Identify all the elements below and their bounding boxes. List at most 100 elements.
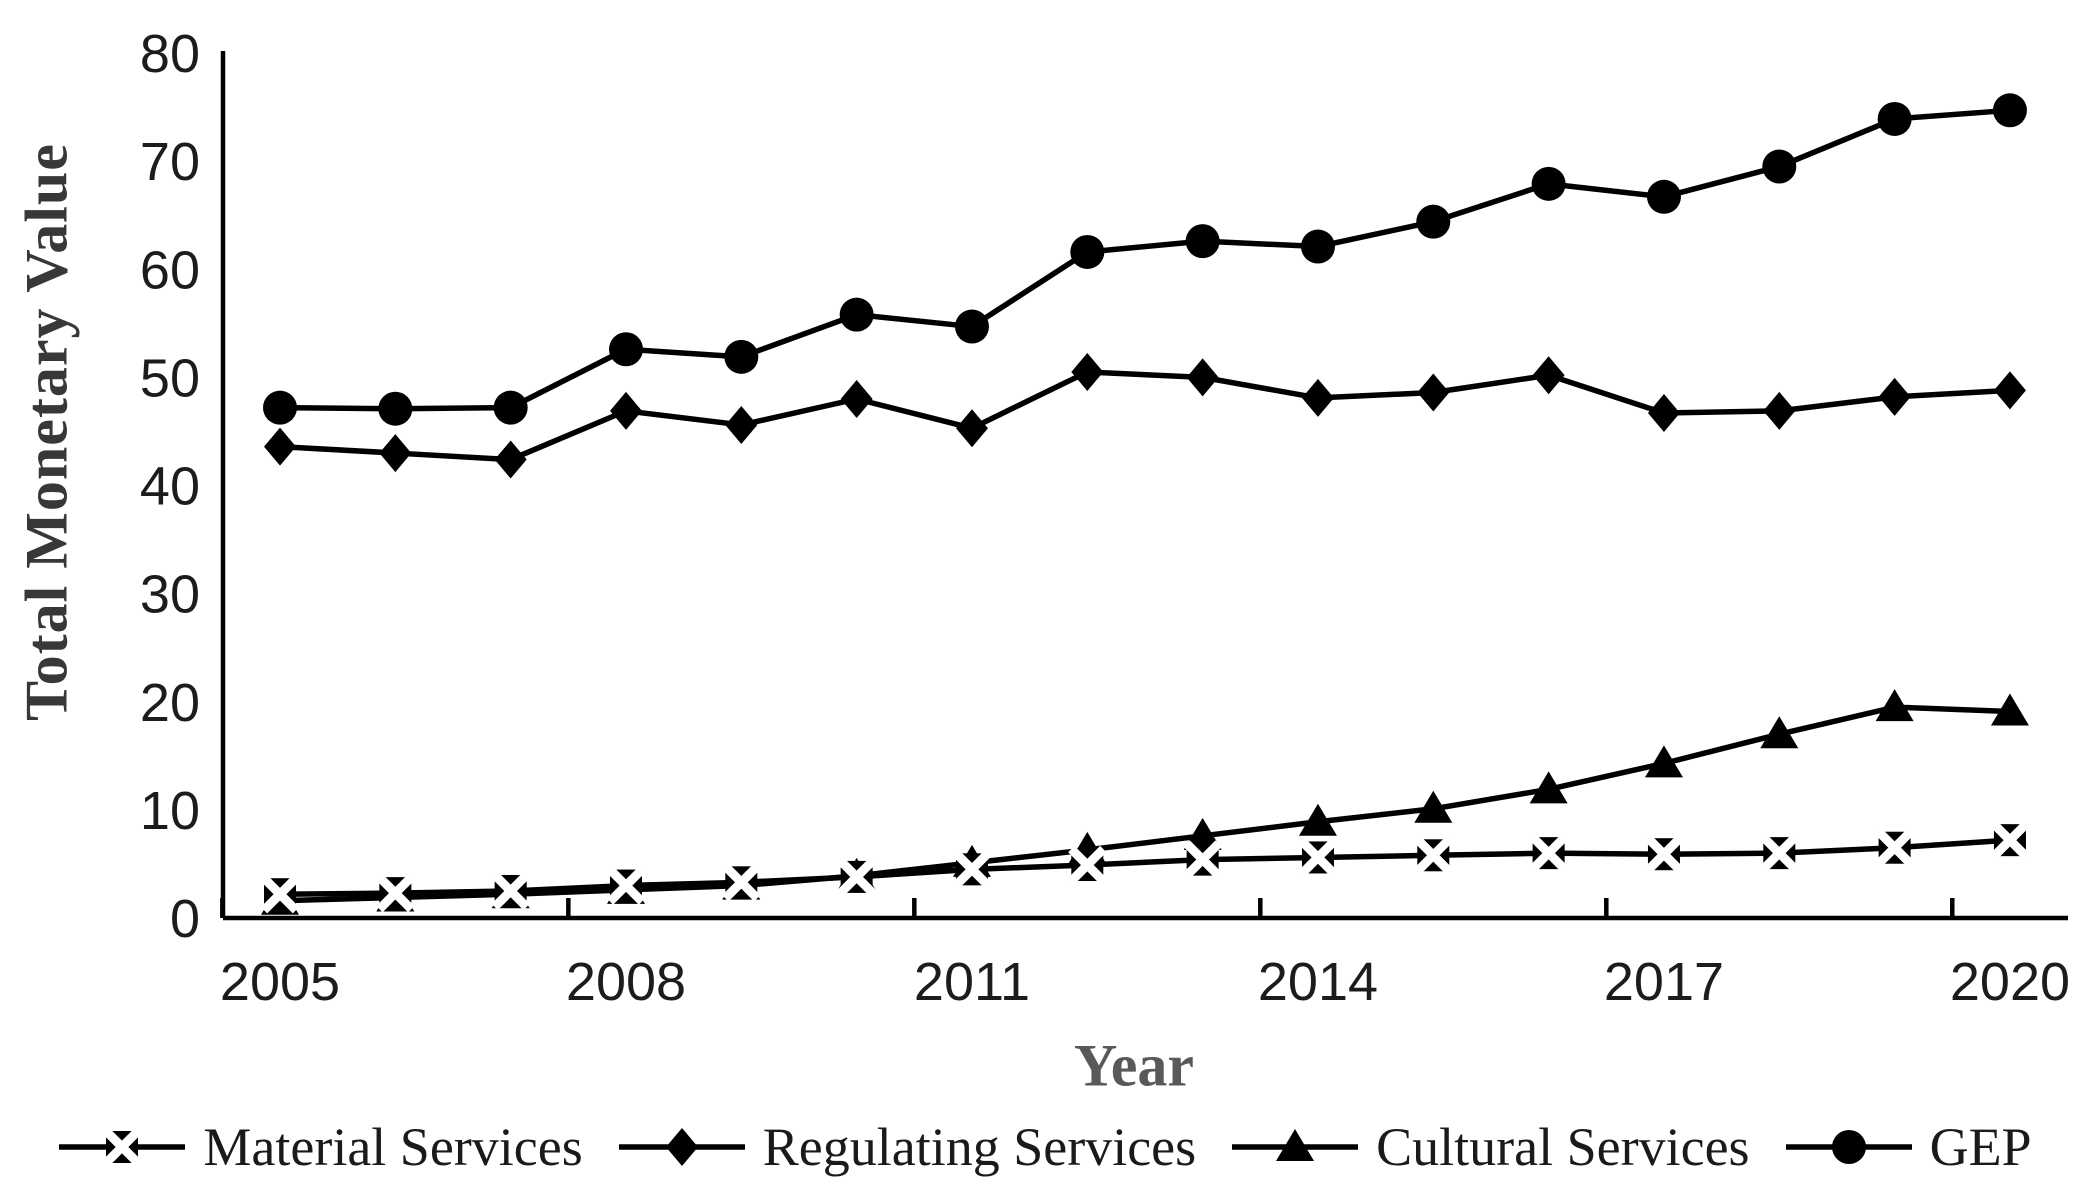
axes bbox=[220, 51, 2068, 921]
y-tick-label: 80 bbox=[140, 24, 200, 84]
diamond-marker bbox=[1071, 352, 1104, 391]
circle-marker bbox=[1416, 204, 1451, 239]
circle-marker bbox=[1877, 101, 1912, 136]
diamond-marker bbox=[1417, 373, 1450, 412]
diamond-marker bbox=[840, 380, 873, 418]
legend-label: Material Services bbox=[203, 1117, 583, 1177]
circle-marker bbox=[1992, 93, 2027, 128]
x-square-marker bbox=[1644, 835, 1684, 874]
legend-item-gep: GEP bbox=[1784, 1116, 2032, 1178]
x-square-marker bbox=[1298, 838, 1338, 877]
series-regulating-services bbox=[264, 352, 2026, 479]
diamond-marker bbox=[955, 409, 988, 448]
triangle-marker bbox=[1875, 689, 1914, 722]
x-square-marker bbox=[1875, 828, 1914, 867]
diamond-marker bbox=[379, 434, 412, 473]
circle-marker bbox=[1185, 224, 1220, 259]
x-square-marker bbox=[837, 857, 876, 897]
diamond-legend-marker bbox=[618, 1128, 745, 1166]
diamond-marker bbox=[1763, 391, 1796, 430]
circle-marker bbox=[1300, 229, 1335, 264]
circle-marker bbox=[1762, 149, 1797, 184]
diamond-marker bbox=[1878, 377, 1911, 416]
y-axis-title: Total Monetary Value bbox=[13, 143, 80, 721]
triangle-marker bbox=[1990, 693, 2029, 726]
diamond-marker bbox=[1301, 378, 1334, 417]
y-tick-label: 60 bbox=[140, 240, 200, 300]
x-square-marker bbox=[491, 871, 530, 911]
triangle-legend-marker bbox=[1232, 1129, 1359, 1161]
circle-marker bbox=[1831, 1130, 1866, 1164]
triangle-marker bbox=[1276, 1129, 1315, 1161]
x-square-marker bbox=[103, 1127, 142, 1167]
circle-marker bbox=[724, 339, 759, 374]
circle-marker bbox=[608, 332, 643, 367]
legend-label: Cultural Services bbox=[1376, 1117, 1750, 1177]
legend-label: Regulating Services bbox=[762, 1117, 1197, 1177]
y-tick-labels: 0 10 20 30 40 50 60 70 80 bbox=[140, 24, 200, 949]
circle-marker bbox=[839, 297, 874, 332]
circle-marker bbox=[493, 390, 528, 425]
x-tick-label: 2017 bbox=[1604, 952, 1724, 1012]
series-gep bbox=[263, 93, 2027, 426]
x-axis-title: Year bbox=[1074, 1032, 1194, 1099]
chart-legend: Material Services Regulating Services Cult… bbox=[0, 1116, 2089, 1178]
x-square-marker bbox=[1760, 833, 1799, 873]
diamond-marker bbox=[665, 1128, 698, 1166]
triangle-marker bbox=[1644, 745, 1683, 778]
diamond-marker bbox=[609, 391, 642, 430]
diamond-marker bbox=[1993, 371, 2026, 410]
diamond-marker bbox=[725, 405, 758, 444]
x-tick-label: 2014 bbox=[1258, 952, 1378, 1012]
x-tick-label: 2011 bbox=[914, 952, 1030, 1012]
x-square-marker bbox=[1529, 833, 1568, 873]
series-line bbox=[279, 837, 2011, 897]
legend-item-cultural-services: Cultural Services bbox=[1230, 1116, 1750, 1178]
x-square-marker bbox=[376, 873, 415, 913]
x-square-marker bbox=[1183, 840, 1222, 879]
y-tick-label: 20 bbox=[140, 673, 200, 733]
series-line bbox=[279, 107, 2011, 412]
x-tick-label: 2020 bbox=[1950, 952, 2070, 1012]
x-tick-label: 2008 bbox=[566, 952, 686, 1012]
legend-label: GEP bbox=[1929, 1117, 2032, 1177]
y-tick-label: 50 bbox=[140, 348, 200, 408]
triangle-marker bbox=[1183, 817, 1222, 850]
diamond-marker bbox=[1186, 358, 1219, 397]
circle-marker bbox=[1646, 179, 1681, 214]
diamond-marker bbox=[264, 427, 296, 466]
x-tick-label: 2005 bbox=[220, 952, 340, 1012]
x-square-marker bbox=[1414, 836, 1453, 875]
y-tick-label: 0 bbox=[170, 889, 200, 949]
y-tick-label: 30 bbox=[140, 565, 200, 625]
x-square-marker bbox=[1068, 845, 1107, 885]
x-square-marker bbox=[606, 866, 646, 905]
x-tick-labels: 2005 2008 2011 2014 2017 2020 bbox=[220, 952, 2070, 1012]
x-square-marker bbox=[260, 875, 300, 914]
series-line bbox=[279, 369, 2011, 463]
triangle-marker bbox=[1414, 790, 1453, 823]
diamond-marker bbox=[1532, 356, 1565, 395]
circle-marker bbox=[378, 391, 413, 426]
series-line bbox=[279, 704, 2011, 904]
y-tick-label: 10 bbox=[140, 781, 200, 841]
series-material-services bbox=[260, 820, 2030, 914]
circle-marker bbox=[1531, 166, 1566, 201]
legend-item-material-services: Material Services bbox=[57, 1116, 583, 1178]
triangle-marker bbox=[1529, 771, 1568, 804]
x-square-marker bbox=[1990, 820, 2030, 860]
diamond-marker bbox=[494, 440, 527, 479]
x-square-legend-marker bbox=[59, 1127, 186, 1167]
circle-marker bbox=[263, 390, 297, 425]
circle-legend-marker bbox=[1785, 1130, 1912, 1164]
y-tick-label: 70 bbox=[140, 132, 200, 192]
circle-marker bbox=[954, 309, 989, 344]
triangle-marker bbox=[1760, 716, 1799, 749]
y-tick-label: 40 bbox=[140, 457, 200, 517]
legend-item-regulating-services: Regulating Services bbox=[617, 1116, 1196, 1178]
circle-marker bbox=[1070, 234, 1105, 269]
x-square-marker bbox=[722, 863, 761, 902]
diamond-marker bbox=[1647, 394, 1680, 433]
